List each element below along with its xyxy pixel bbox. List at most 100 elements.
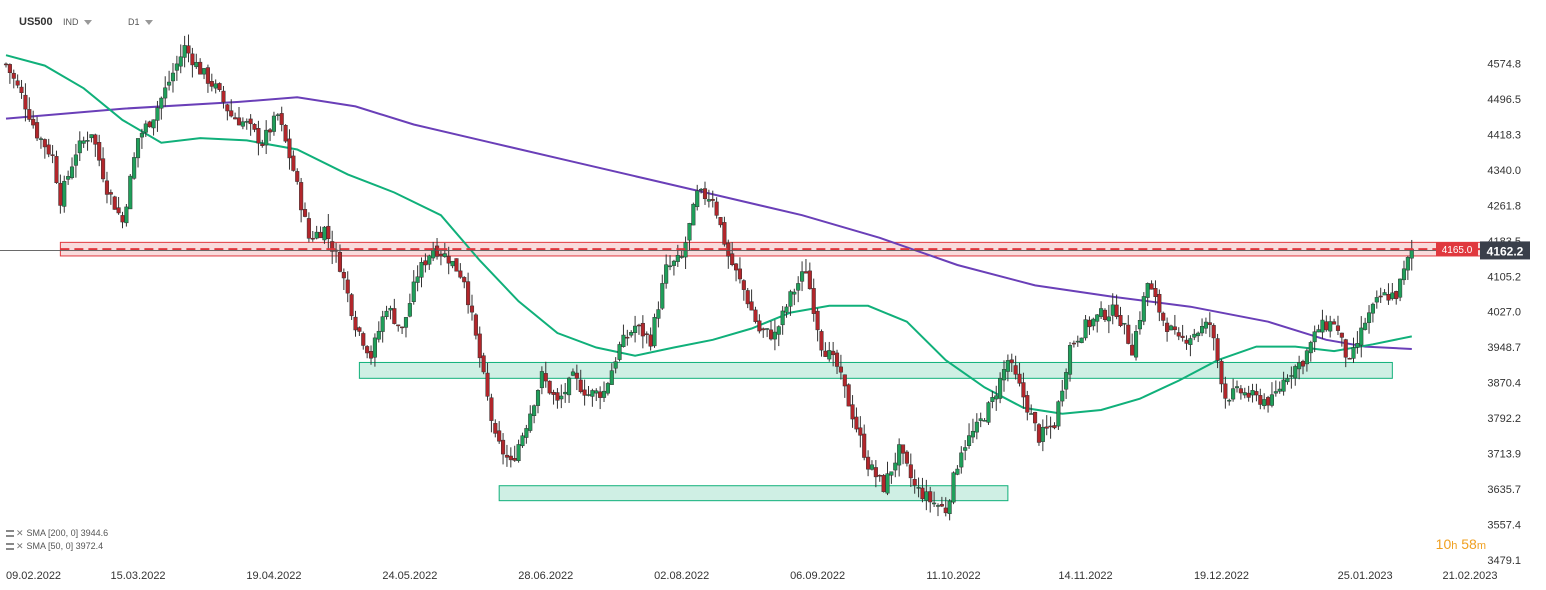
- candle-body: [66, 176, 71, 180]
- candle-body: [481, 355, 486, 373]
- symbol-label[interactable]: US500: [19, 16, 53, 28]
- candle-body: [384, 310, 389, 317]
- candle-body: [959, 452, 964, 468]
- sma-lines: [5, 54, 1412, 415]
- candle-body: [69, 166, 75, 179]
- legend-sma200: ✕ SMA [200, 0] 3944.6: [6, 528, 108, 539]
- candle-body: [885, 473, 890, 494]
- candle-body: [772, 331, 777, 340]
- candle-body: [477, 333, 482, 359]
- candle-body: [866, 456, 871, 470]
- candle-body: [1153, 288, 1158, 297]
- candle-body: [1285, 378, 1290, 383]
- candle-body: [1137, 319, 1142, 330]
- candle-body: [407, 303, 412, 317]
- candle-body: [186, 45, 191, 54]
- candle-body: [1281, 379, 1286, 392]
- candle-body: [757, 320, 762, 332]
- y-tick-label: 4261.8: [1487, 200, 1521, 212]
- y-tick-label: 4574.8: [1487, 58, 1521, 70]
- candle-body: [341, 272, 346, 279]
- candle-body: [939, 504, 944, 507]
- candle-body: [271, 115, 276, 132]
- candle-body: [380, 316, 385, 332]
- candle-body: [718, 217, 723, 226]
- candle-body: [1087, 319, 1092, 328]
- candle-body: [578, 379, 583, 392]
- candle-body: [609, 370, 614, 385]
- candle-body: [994, 395, 999, 400]
- candle-body: [664, 264, 669, 284]
- candle-body: [1071, 342, 1076, 345]
- candle-body: [974, 421, 979, 433]
- candle-body: [462, 277, 467, 283]
- candle-body: [834, 352, 840, 367]
- candle-body: [823, 350, 828, 357]
- x-tick-label: 24.05.2022: [382, 570, 437, 582]
- candle-body: [337, 252, 343, 272]
- level-price-tag: [1436, 242, 1478, 257]
- candle-body: [411, 281, 416, 302]
- candle-body: [85, 140, 90, 142]
- candle-body: [1347, 357, 1352, 360]
- candle-body: [640, 322, 645, 337]
- candle-body: [1060, 390, 1065, 402]
- candle-body: [392, 308, 397, 324]
- candle-body: [89, 134, 94, 139]
- candle-body: [159, 97, 164, 109]
- timeframe-select[interactable]: D1: [128, 17, 153, 27]
- timer-hours-unit: h: [1451, 540, 1458, 552]
- menu-icon[interactable]: [6, 543, 14, 551]
- candle-body: [745, 290, 750, 305]
- legend-sma200-value: 3944.6: [80, 528, 109, 538]
- candle-body: [27, 109, 32, 120]
- candle-body: [1056, 401, 1061, 427]
- y-tick-label: 3948.7: [1487, 342, 1521, 354]
- instrument-type[interactable]: IND: [63, 17, 92, 27]
- candle-body: [1188, 338, 1193, 345]
- candle-body: [1258, 395, 1263, 405]
- candle-body: [1141, 296, 1146, 322]
- last-price-text: 4162.2: [1487, 244, 1524, 258]
- candle-body: [1044, 426, 1049, 429]
- candle-body: [504, 454, 509, 458]
- candle-body: [365, 346, 370, 354]
- candle-body: [217, 83, 222, 90]
- candle-body: [295, 171, 300, 182]
- close-icon[interactable]: ✕: [16, 541, 24, 551]
- candle-body: [1165, 322, 1170, 332]
- candle-body: [811, 288, 816, 314]
- candle-body: [368, 351, 374, 359]
- close-icon[interactable]: ✕: [16, 528, 24, 538]
- candle-body: [101, 158, 106, 180]
- menu-icon[interactable]: [6, 530, 14, 538]
- candle-body: [178, 56, 183, 67]
- candle-body: [601, 390, 607, 398]
- candle-body: [1095, 314, 1100, 322]
- candle-body: [77, 140, 82, 154]
- candle-body: [702, 188, 708, 200]
- candle-body: [1374, 297, 1379, 303]
- y-tick-label: 4105.2: [1487, 271, 1521, 283]
- candle-body: [912, 479, 917, 486]
- candle-body: [768, 329, 774, 340]
- candle-body: [275, 114, 280, 116]
- candle-body: [1332, 321, 1337, 325]
- candle-body: [139, 132, 144, 138]
- candle-body: [1273, 391, 1278, 394]
- candle-body: [423, 260, 428, 266]
- candle-body: [1133, 331, 1139, 358]
- candle-body: [1363, 322, 1368, 330]
- candle-body: [951, 472, 956, 503]
- candle-body: [734, 263, 739, 271]
- candle-body: [135, 138, 141, 159]
- candle-body: [780, 310, 785, 326]
- candle-body: [485, 372, 490, 397]
- candle-body: [120, 215, 125, 223]
- candle-body: [1351, 347, 1356, 359]
- candle-body: [248, 118, 253, 125]
- candle-body: [605, 383, 610, 394]
- candle-body: [170, 72, 176, 82]
- candle-body: [1106, 316, 1111, 322]
